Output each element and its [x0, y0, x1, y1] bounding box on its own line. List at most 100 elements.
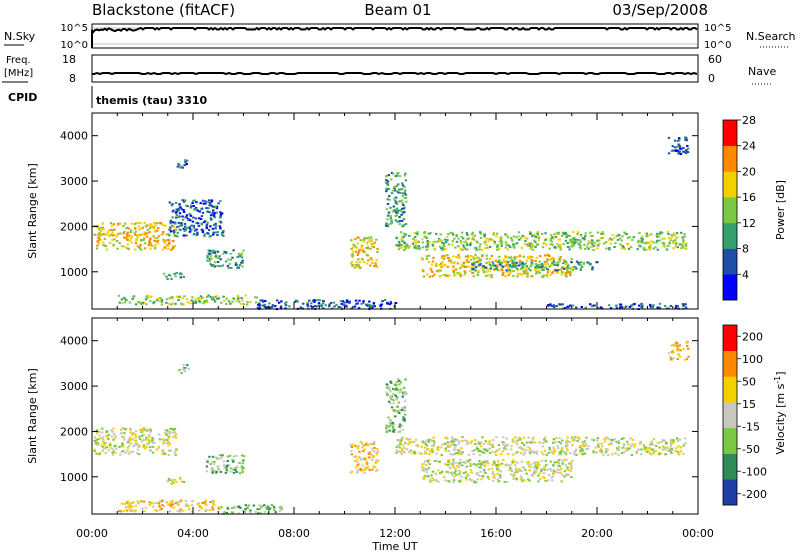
range-cell — [225, 511, 228, 514]
range-cell — [497, 444, 501, 446]
range-cell — [561, 439, 564, 442]
range-cell — [196, 209, 199, 212]
range-cell — [431, 449, 434, 452]
range-cell — [465, 266, 468, 268]
range-cell — [680, 247, 683, 250]
range-cell — [174, 228, 177, 231]
range-cell — [565, 263, 568, 266]
range-cell — [220, 456, 223, 459]
range-cell — [465, 259, 469, 262]
scatter-region — [668, 341, 690, 361]
range-cell — [648, 246, 651, 249]
range-cell — [454, 438, 457, 441]
colorbar-segment — [723, 197, 737, 224]
range-cell — [173, 272, 176, 275]
range-cell — [209, 255, 213, 257]
range-cell — [149, 300, 152, 303]
range-cell — [490, 450, 494, 453]
range-cell — [134, 504, 138, 507]
range-cell — [165, 429, 169, 432]
range-cell — [600, 233, 603, 235]
range-cell — [211, 205, 215, 208]
range-cell — [185, 215, 188, 218]
range-cell — [414, 242, 418, 245]
range-cell — [446, 463, 449, 466]
range-cell — [568, 469, 571, 472]
range-cell — [570, 239, 573, 242]
range-cell — [425, 439, 429, 442]
range-cell — [542, 472, 546, 475]
range-cell — [402, 393, 406, 396]
range-cell — [363, 238, 366, 241]
range-cell — [506, 453, 510, 455]
range-cell — [211, 227, 215, 230]
range-cell — [560, 467, 563, 470]
range-cell — [132, 295, 135, 298]
range-cell — [627, 247, 631, 250]
range-cell — [210, 199, 214, 202]
range-cell — [552, 263, 555, 266]
range-cell — [676, 346, 680, 349]
range-cell — [157, 447, 160, 450]
range-cell — [592, 449, 595, 452]
range-cell — [447, 233, 450, 236]
range-cell — [560, 448, 564, 451]
range-cell — [674, 239, 677, 242]
range-cell — [601, 237, 604, 240]
range-cell — [686, 144, 689, 147]
range-cell — [571, 266, 574, 269]
range-cell — [458, 440, 461, 443]
range-cell — [477, 463, 480, 466]
range-cell — [296, 300, 299, 303]
range-cell — [216, 261, 220, 263]
scatter-region — [176, 159, 189, 169]
range-cell — [140, 434, 144, 437]
range-cell — [444, 436, 447, 439]
range-cell — [134, 242, 138, 245]
range-cell — [176, 225, 179, 228]
nsearch-tick-bottom: 10^0 — [704, 40, 731, 51]
range-cell — [175, 295, 179, 298]
range-cell — [518, 255, 522, 258]
range-cell — [152, 226, 155, 229]
range-cell — [213, 212, 217, 215]
range-cell — [622, 437, 625, 440]
range-cell — [402, 218, 405, 221]
range-cell — [109, 222, 113, 225]
range-cell — [557, 232, 560, 235]
range-cell — [188, 227, 192, 230]
range-cell — [138, 438, 142, 441]
range-cell — [579, 261, 583, 264]
range-cell — [596, 231, 600, 234]
range-cell — [667, 450, 670, 453]
range-cell — [162, 505, 166, 508]
range-cell — [490, 276, 493, 279]
range-cell — [212, 214, 216, 217]
range-cell — [470, 471, 473, 474]
range-cell — [647, 449, 650, 452]
range-cell — [129, 442, 133, 445]
range-cell — [370, 305, 374, 308]
range-cell — [500, 245, 503, 247]
range-cell — [208, 257, 212, 260]
range-cell — [619, 305, 622, 308]
range-cell — [145, 235, 149, 238]
range-cell — [534, 269, 537, 271]
range-cell — [140, 428, 143, 431]
range-cell — [521, 265, 524, 267]
range-cell — [387, 400, 391, 403]
range-cell — [654, 449, 658, 452]
range-cell — [551, 475, 555, 478]
range-cell — [215, 295, 218, 298]
range-cell — [527, 463, 530, 466]
range-cell — [340, 302, 343, 305]
range-cell — [533, 461, 536, 464]
range-cell — [498, 447, 501, 450]
range-cell — [453, 472, 456, 475]
range-cell — [525, 259, 529, 262]
range-cell — [499, 453, 503, 456]
range-cell — [254, 511, 257, 513]
range-cell — [543, 468, 546, 471]
range-cell — [390, 219, 393, 222]
range-cell — [233, 505, 237, 508]
